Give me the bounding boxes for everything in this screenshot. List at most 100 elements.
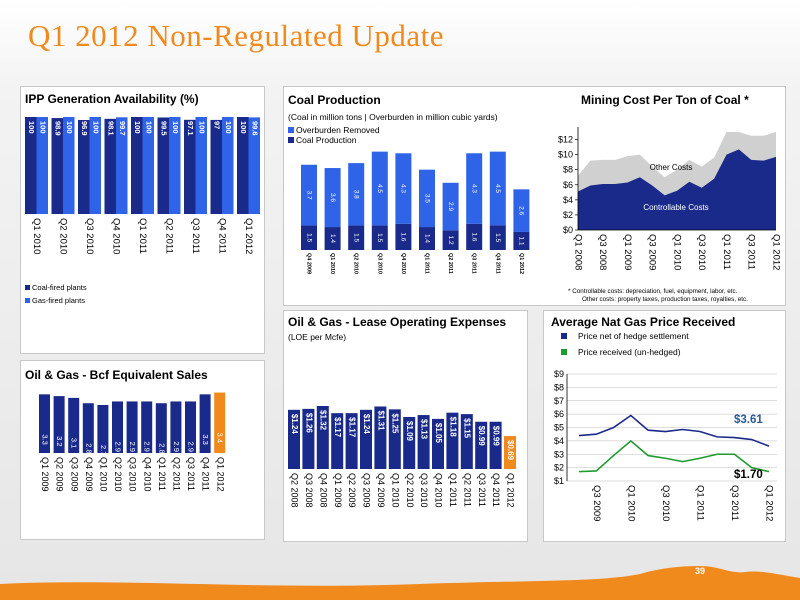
- mining-area-controllable: [578, 149, 776, 230]
- loe-data-label: $1.24: [362, 414, 371, 435]
- coal-legend-swatch: [288, 137, 294, 143]
- bcfe-bar: [185, 401, 196, 453]
- natgas-legend-swatch: [561, 349, 567, 355]
- page-title: Q1 2012 Non-Regulated Update: [28, 18, 445, 53]
- bcfe-tick-label: Q1 2009: [40, 457, 50, 492]
- bcfe-tick-label: Q1 2011: [157, 457, 167, 491]
- ipp-tick-label: Q2 2010: [57, 218, 68, 254]
- coal-bar-overburden: [324, 168, 341, 228]
- loe-tick-label: Q2 2009: [347, 473, 357, 508]
- bcfe-tick-label: Q4 2011: [201, 457, 211, 491]
- coal-tick-label: Q1 2010: [329, 253, 335, 274]
- ipp-bar: [142, 117, 154, 214]
- coal-legend-label: Coal Production: [296, 135, 357, 145]
- natgas-end-label: $3.61: [734, 414, 763, 426]
- bcfe-bar: [214, 392, 226, 453]
- bcfe-data-label: 3.1: [70, 438, 79, 448]
- bcfe-tick-label: Q3 2011: [186, 457, 196, 491]
- ipp-tick-label: Q3 2011: [190, 218, 201, 254]
- mining-tick-label: Q3 2010: [696, 234, 707, 270]
- loe-data-label: $1.17: [333, 417, 342, 438]
- mining-tick-label: Q1 2008: [572, 234, 583, 270]
- coal-bar-overburden: [371, 151, 388, 226]
- coal-data-label: 1.5: [376, 233, 383, 242]
- natgas-y-tick-label: $4: [554, 436, 564, 446]
- bcfe-tick-label: Q3 2009: [69, 457, 79, 492]
- natgas-y-tick-label: $6: [554, 409, 564, 419]
- ipp-legend-label: Gas-fired plants: [32, 296, 85, 305]
- coal-tick-label: Q3 2011: [471, 253, 477, 274]
- ipp-data-label: 98.1: [106, 121, 115, 136]
- bcfe-data-label: 2.8: [157, 443, 166, 453]
- coal-tick-label: Q2 2011: [447, 253, 453, 274]
- loe-bar: [345, 413, 358, 469]
- bcfe-data-label: 3.3: [201, 434, 210, 444]
- natgas-legend-swatch: [561, 333, 567, 339]
- bcfe-bar: [141, 401, 153, 453]
- page-number: 39: [694, 566, 705, 576]
- bcfe-panel: Oil & Gas - Bcf Equivalent Sales 3.3 Q1 20…: [20, 360, 265, 540]
- coal-data-label: 1.5: [305, 233, 312, 242]
- mining-tick-label: Q3 2008: [597, 234, 608, 270]
- natgas-legend-label: Price received (un-hedged): [578, 347, 681, 357]
- coal-data-label: 1.1: [518, 236, 525, 245]
- natgas-line: [578, 414, 770, 447]
- loe-tick-label: Q3 2008: [304, 473, 314, 508]
- loe-data-label: $1.09: [405, 421, 414, 442]
- bcfe-tick-label: Q2 2011: [172, 457, 182, 491]
- mining-tick-label: Q1 2011: [721, 234, 732, 270]
- coal-tick-label: Q1 2011: [424, 253, 430, 274]
- bcfe-bar: [97, 405, 109, 453]
- coal-bar-overburden: [348, 163, 365, 226]
- bcfe-bar: [155, 403, 167, 453]
- loe-bar: [403, 416, 416, 469]
- coal-subtitle: (Coal in million tons | Overburden in mi…: [288, 112, 498, 122]
- mining-tick-label: Q1 2010: [671, 234, 682, 270]
- coal-tick-label: Q4 2011: [494, 253, 500, 274]
- bcfe-data-label: 3.3: [41, 434, 50, 444]
- bcfe-chart: Oil & Gas - Bcf Equivalent Sales 3.3 Q1 20…: [25, 368, 226, 492]
- coal-data-label: 3.5: [423, 194, 430, 203]
- ipp-tick-label: Q1 2012: [243, 218, 254, 254]
- coal-tick-label: Q2 2010: [353, 253, 359, 274]
- loe-data-label: $1.25: [391, 413, 400, 434]
- mining-series-label: Controllable Costs: [643, 203, 708, 212]
- ipp-bar: [131, 117, 143, 214]
- mining-y-tick-label: $10: [558, 150, 573, 160]
- coal-bar-overburden: [513, 189, 530, 232]
- loe-panel: Oil & Gas - Lease Operating Expenses (LOE…: [283, 310, 528, 542]
- ipp-data-label: 99.5: [159, 121, 168, 136]
- natgas-y-tick-label: $3: [554, 449, 564, 459]
- mining-title: Mining Cost Per Ton of Coal *: [581, 93, 749, 107]
- coal-bar-overburden: [442, 182, 459, 231]
- bcfe-data-label: 3.2: [55, 436, 64, 446]
- loe-data-label: $0.99: [491, 426, 500, 447]
- mining-y-tick-label: $0: [563, 225, 573, 235]
- loe-bar: [489, 421, 502, 469]
- ipp-data-label: 100: [224, 121, 233, 134]
- coal-bar-coal: [348, 225, 365, 250]
- ipp-data-label: 100: [65, 121, 74, 134]
- coal-tick-label: Q3 2010: [376, 253, 382, 274]
- loe-data-label: $1.32: [319, 410, 328, 431]
- natgas-y-tick-label: $9: [554, 369, 564, 379]
- coal-bar-coal: [513, 231, 530, 250]
- coal-tick-label: Q4 2010: [400, 253, 406, 274]
- ipp-data-label: 97.1: [186, 121, 195, 136]
- bcfe-data-label: 2.9: [128, 441, 137, 451]
- ipp-bar: [116, 117, 128, 214]
- ipp-bar: [36, 117, 48, 214]
- natgas-tick-label: Q3 2010: [660, 485, 671, 521]
- ipp-bar: [169, 117, 181, 214]
- ipp-tick-label: Q3 2010: [84, 218, 95, 254]
- coal-data-label: 2.6: [518, 206, 525, 215]
- loe-subtitle: (LOE per Mcfe): [288, 332, 346, 342]
- loe-tick-label: Q4 2009: [376, 473, 386, 508]
- ipp-bar: [248, 117, 260, 214]
- coal-mining-panel: Coal Production (Coal in million tons | O…: [283, 86, 786, 306]
- loe-bar: [417, 415, 430, 469]
- ipp-bar: [222, 117, 234, 214]
- loe-bar: [316, 406, 329, 469]
- coal-bar-coal: [371, 225, 388, 250]
- loe-tick-label: Q1 2012: [506, 473, 516, 508]
